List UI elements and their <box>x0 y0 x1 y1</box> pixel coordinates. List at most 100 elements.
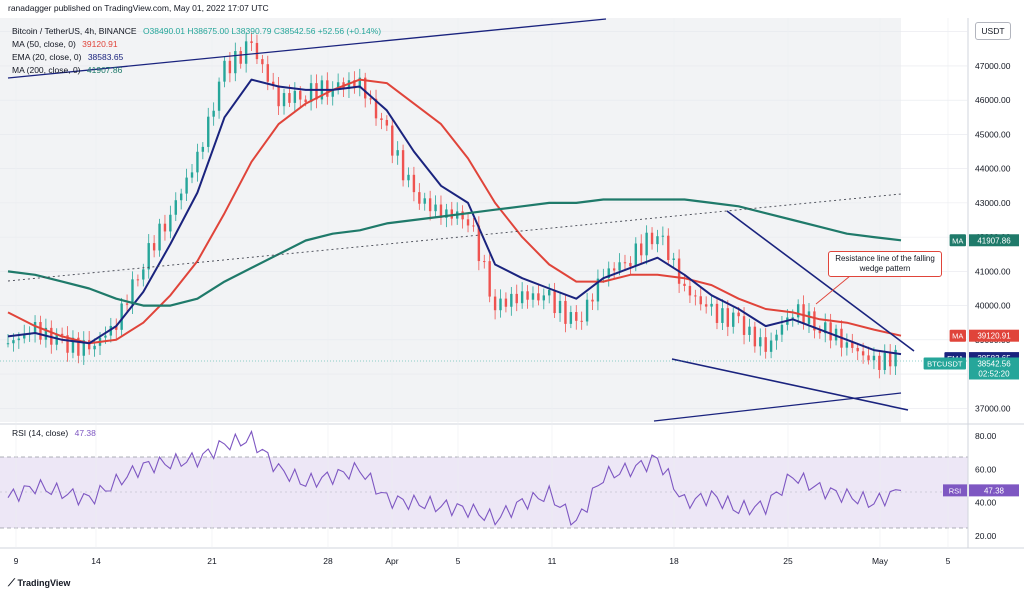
legend-ma200[interactable]: MA (200, close, 0) 41907.86 <box>12 65 122 75</box>
legend-rsi[interactable]: RSI (14, close) 47.38 <box>12 428 96 438</box>
time-tick-label: 18 <box>669 556 679 566</box>
candle-body <box>142 269 145 280</box>
candle-body <box>780 324 784 335</box>
candle-body <box>645 232 648 256</box>
candle-body <box>299 90 302 100</box>
candle-body <box>163 223 167 232</box>
ma200-value: 41907.86 <box>86 65 123 75</box>
candle-body <box>612 268 616 271</box>
candle-body <box>650 232 654 245</box>
candle-body <box>856 347 859 352</box>
candle-body <box>174 200 177 215</box>
legend-ma50[interactable]: MA (50, close, 0) 39120.91 <box>12 39 118 49</box>
ma50-line <box>7 78 902 345</box>
candle-body <box>878 355 881 370</box>
candle-body <box>228 60 232 74</box>
candle-body <box>17 338 21 341</box>
currency-button[interactable]: USDT <box>975 22 1011 40</box>
candle-body <box>466 219 470 226</box>
candle-body <box>558 300 562 314</box>
time-tick-label: 28 <box>323 556 333 566</box>
candle-body <box>71 337 75 353</box>
candle-body <box>196 151 199 173</box>
candle-body <box>401 150 405 181</box>
ema20-line <box>7 78 902 356</box>
price-tick-label: 44000.00 <box>975 164 1011 174</box>
price-label-box <box>969 234 1019 247</box>
rsi-label-tag-text: RSI <box>949 486 962 495</box>
symbol-title[interactable]: Bitcoin / TetherUS, 4h, BINANCE <box>12 26 137 36</box>
price-label-value: 41907.86 <box>977 236 1011 245</box>
candle-body <box>699 296 702 305</box>
price-label-box <box>969 329 1019 342</box>
candle-body <box>250 41 253 43</box>
candle-body <box>331 89 334 97</box>
ohlc-values: O38490.01 H38675.00 L38390.79 C38542.56 … <box>142 26 382 36</box>
candle-body <box>304 99 307 103</box>
price-label-tag-text: BTCUSDT <box>927 359 963 368</box>
publisher-note: ranadagger published on TradingView.com,… <box>8 3 269 13</box>
ema20-value: 38583.65 <box>87 52 124 62</box>
legend-title-row: Bitcoin / TetherUS, 4h, BINANCE O38490.0… <box>12 26 381 36</box>
candle-body <box>190 172 194 178</box>
price-label-tag <box>949 329 966 342</box>
candle-body <box>179 193 183 201</box>
candle-body <box>661 235 665 237</box>
rsi-tick-label: 60.00 <box>975 464 997 474</box>
candle-body <box>818 330 822 334</box>
candle-body <box>82 340 85 356</box>
price-tick-label: 40000.00 <box>975 301 1011 311</box>
candle-body <box>239 51 242 64</box>
candle-body <box>271 81 275 86</box>
candle-body <box>585 299 589 322</box>
candle-body <box>282 93 286 107</box>
rsi-label-tag <box>943 484 967 497</box>
candle-body <box>867 355 870 361</box>
candle-body <box>851 342 854 348</box>
candle-body <box>293 90 297 103</box>
candle-body <box>499 298 502 311</box>
candle-body <box>104 335 107 338</box>
price-tick-label: 47000.00 <box>975 61 1011 71</box>
candle-body <box>152 243 156 251</box>
price-label-tag <box>923 357 966 370</box>
candle-body <box>217 81 221 111</box>
price-tick-label: 41000.00 <box>975 266 1011 276</box>
candle-body <box>120 303 123 330</box>
price-tick-label: 37000.00 <box>975 403 1011 413</box>
candle-body <box>569 312 573 324</box>
rsi-value: 47.38 <box>74 428 96 438</box>
candle-body <box>807 311 811 324</box>
candle-body <box>385 119 389 126</box>
candle-body <box>60 333 64 336</box>
candle-body <box>537 293 540 301</box>
candle-body <box>726 308 730 327</box>
candle-body <box>412 174 416 193</box>
candle-body <box>185 177 188 194</box>
candle-body <box>277 85 280 107</box>
candle-body <box>656 236 659 245</box>
candle-body <box>888 352 892 367</box>
tradingview-logo[interactable]: ⟋ TradingView <box>8 578 70 589</box>
price-tick-label: 46000.00 <box>975 95 1011 105</box>
candle-body <box>445 209 448 218</box>
candle-body <box>309 83 313 103</box>
candle-body <box>477 225 481 262</box>
rsi-tick-label: 20.00 <box>975 531 997 541</box>
candle-body <box>623 262 627 264</box>
rsi-label: RSI (14, close) <box>12 428 69 438</box>
legend-ema20[interactable]: EMA (20, close, 0) 38583.65 <box>12 52 123 62</box>
candle-body <box>542 295 545 301</box>
price-label-tag-text: MA <box>952 236 963 245</box>
candle-body <box>483 261 486 263</box>
candle-body <box>461 211 464 220</box>
candle-body <box>364 77 367 99</box>
candle-body <box>580 320 583 322</box>
candle-body <box>407 174 410 181</box>
candle-body <box>234 51 237 74</box>
candle-body <box>764 337 767 352</box>
candle-body <box>861 351 865 356</box>
candle-body <box>791 317 794 319</box>
time-tick-label: 5 <box>946 556 951 566</box>
